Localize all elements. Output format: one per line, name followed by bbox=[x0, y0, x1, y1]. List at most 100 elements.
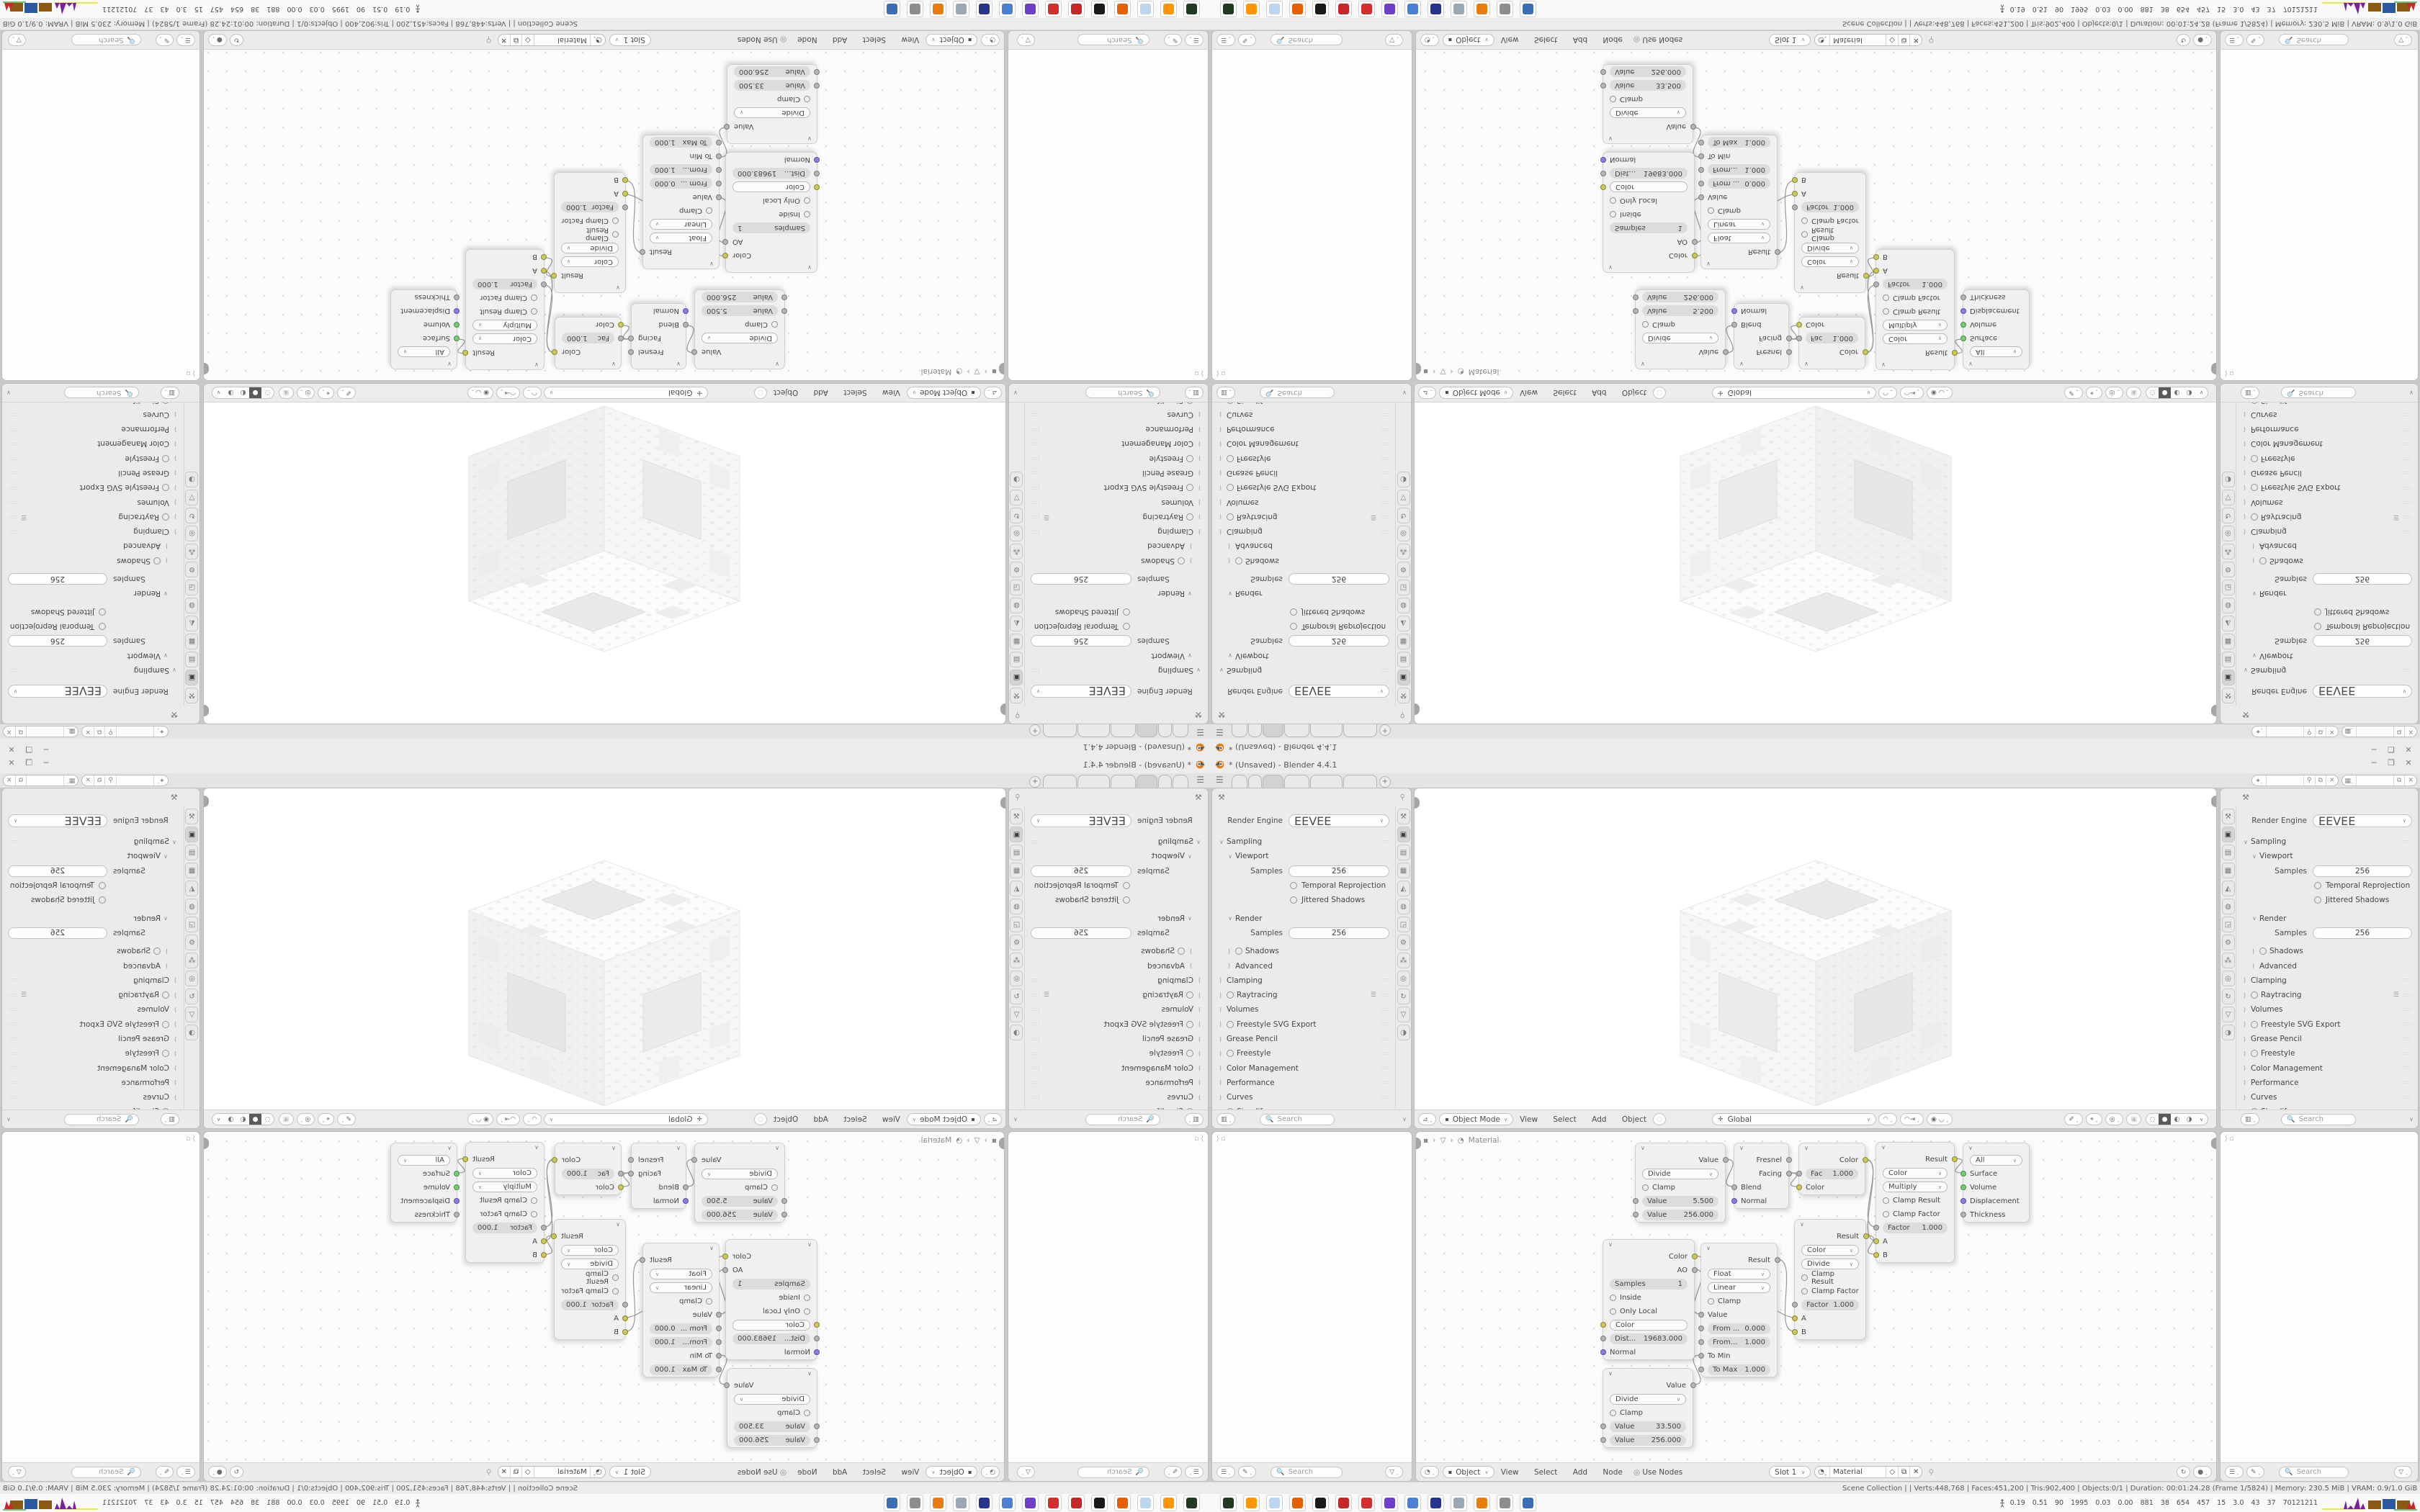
node-input-socket[interactable]: B bbox=[555, 1326, 629, 1339]
node-canvas[interactable]: ▪ › ▽ › ◔ Material ∨ Value Divide ∨ Clamp Value… bbox=[204, 50, 1004, 380]
chevron-right-icon[interactable]: ⟩ bbox=[1219, 402, 1227, 403]
node-input-socket[interactable]: Value bbox=[643, 190, 722, 204]
add-workspace-button[interactable]: + bbox=[1029, 724, 1041, 736]
node-dropdown[interactable]: Color ∨ bbox=[555, 255, 625, 269]
copy-icon[interactable]: ⧉ bbox=[14, 726, 26, 737]
node-checkbox[interactable]: Clamp Result bbox=[1795, 227, 1865, 243]
display-mode-dropdown[interactable]: ☰ ˯ bbox=[176, 1466, 195, 1478]
panel-grip[interactable]: ∷∷ bbox=[1031, 411, 1040, 418]
node-value-field[interactable]: Dist... 19683.000 bbox=[1600, 1332, 1694, 1346]
properties-row[interactable]: Temporal Reprojection bbox=[2244, 619, 2412, 634]
node-input-socket[interactable]: Color bbox=[555, 1181, 624, 1194]
shader-type-dropdown[interactable]: ▪ Object ∨ bbox=[1442, 1466, 1494, 1478]
properties-row[interactable]: ⟩ Raytracing ☰ ∷∷ bbox=[2244, 510, 2412, 524]
properties-row[interactable]: ⟩ Performance ∷∷ bbox=[1031, 1076, 1201, 1090]
preset-menu-icon[interactable]: ☰ bbox=[1044, 991, 1050, 999]
panel-grip[interactable]: ∷∷ bbox=[8, 991, 17, 999]
node-math-divide-2[interactable]: ∨ Value Divide ∨ Clamp Value 33.500 Value 256.00… bbox=[724, 1368, 820, 1448]
menger-sponge-render[interactable] bbox=[460, 405, 748, 653]
preset-menu-icon[interactable]: ☰ bbox=[1044, 513, 1050, 521]
properties-row[interactable]: ∨ Viewport bbox=[8, 849, 176, 863]
node-collapse-icon[interactable]: ∨ bbox=[807, 1241, 812, 1248]
node-dropdown[interactable]: Multiply ∨ bbox=[466, 318, 544, 332]
properties-tab-output-icon[interactable]: ▤ bbox=[2221, 652, 2235, 667]
node-value-field[interactable]: Value 33.500 bbox=[1600, 1420, 1693, 1434]
node-input-socket[interactable]: Surface bbox=[1960, 1167, 2029, 1181]
toolbar-toggle[interactable] bbox=[1415, 797, 1420, 809]
node-output-socket[interactable]: AO bbox=[1603, 235, 1698, 248]
xray-toggle-icon[interactable]: ▣ bbox=[279, 387, 294, 399]
chevron-right-icon[interactable]: ⟩ bbox=[1193, 402, 1201, 403]
properties-row[interactable]: Jittered Shadows bbox=[1031, 605, 1201, 619]
node-dropdown[interactable]: Divide ∨ bbox=[727, 106, 817, 120]
properties-row[interactable]: ⟩ Advanced bbox=[8, 958, 176, 973]
node-input-socket[interactable]: Thickness bbox=[1960, 290, 2029, 304]
shading-wireframe-icon[interactable]: ◌ bbox=[2149, 1115, 2156, 1123]
node-dropdown[interactable]: All ∨ bbox=[391, 345, 457, 359]
node-dropdown[interactable]: Multiply ∨ bbox=[1876, 1180, 1954, 1194]
number-field[interactable]: 256 bbox=[1289, 635, 1389, 647]
node-value-field[interactable]: Value 256.000 bbox=[695, 1208, 788, 1222]
properties-tab-material-icon[interactable]: ◑ bbox=[185, 472, 199, 487]
node-dropdown[interactable]: Divide ∨ bbox=[1603, 1392, 1693, 1406]
gizmos-toggle-icon[interactable]: ⌖ ˯ bbox=[2085, 1113, 2102, 1125]
node-mix-color-multiply[interactable]: ∨ Result Color ∨ Multiply ∨ Clamp Result Clamp … bbox=[1873, 1142, 1958, 1263]
mode-dropdown[interactable]: ▪ Object Mode ∨ bbox=[1439, 387, 1514, 399]
editor-type-button[interactable]: ⊿ ˯ bbox=[1418, 387, 1437, 399]
copy-icon[interactable]: ⧉ bbox=[2394, 775, 2406, 786]
display-mode-dropdown[interactable]: ☰ ˯ bbox=[1185, 34, 1204, 46]
copy-icon[interactable]: ⧉ bbox=[1898, 35, 1911, 45]
enable-toggle[interactable] bbox=[162, 1020, 169, 1028]
taskbar-icon-inkscape[interactable] bbox=[1091, 1, 1108, 17]
workspace-tab[interactable] bbox=[1111, 724, 1136, 737]
properties-tab-output-icon[interactable]: ▤ bbox=[185, 652, 199, 667]
filter-collapsed-icon[interactable]: ⟩ ▫ bbox=[1216, 1135, 1226, 1143]
node-checkbox[interactable]: Clamp Factor bbox=[466, 291, 544, 305]
properties-tab-object-icon[interactable]: ◲ bbox=[1397, 917, 1410, 932]
node-math-divide-2[interactable]: ∨ Value Divide ∨ Clamp Value 33.500 Value 256.00… bbox=[1600, 64, 1696, 144]
node-input-socket[interactable]: Normal bbox=[1731, 304, 1788, 318]
properties-row[interactable]: ∨ Viewport bbox=[8, 648, 176, 662]
node-output-socket[interactable]: Color bbox=[722, 248, 817, 262]
node-collapse-icon[interactable]: ∨ bbox=[1706, 1245, 1711, 1251]
checkbox[interactable] bbox=[1123, 882, 1130, 890]
node-output-socket[interactable]: Value bbox=[724, 1379, 817, 1392]
chevron-down-icon[interactable]: ∨ bbox=[2409, 1116, 2414, 1122]
node-output-socket[interactable]: Result bbox=[1876, 346, 1958, 359]
node-checkbox[interactable]: Clamp Factor bbox=[1876, 291, 1954, 305]
enable-toggle[interactable] bbox=[162, 1050, 169, 1058]
properties-row[interactable]: ⟩ Volumes ∷∷ bbox=[8, 1002, 176, 1017]
node-output-socket[interactable]: Value bbox=[1636, 345, 1729, 359]
properties-tab-modifiers-icon[interactable]: ⚙ bbox=[185, 562, 199, 577]
filter-icon[interactable]: ▽ ˯ bbox=[1017, 34, 1035, 46]
properties-row[interactable]: ⟩ Advanced bbox=[1031, 958, 1201, 973]
node-collapse-icon[interactable]: ∨ bbox=[1608, 1241, 1613, 1248]
node-output-socket[interactable]: Result bbox=[640, 245, 719, 258]
menu-icon[interactable]: ☰ bbox=[1196, 727, 1204, 737]
panel-grip[interactable]: ∷∷ bbox=[8, 455, 17, 462]
node-value-field[interactable]: Value 5.500 bbox=[695, 304, 788, 318]
properties-row[interactable]: Jittered Shadows bbox=[8, 605, 176, 619]
node-output-socket[interactable]: Color bbox=[1603, 1250, 1698, 1264]
panel-grip[interactable]: ∷∷ bbox=[1380, 1065, 1389, 1072]
properties-row[interactable]: ⟩ Grease Pencil ∷∷ bbox=[2244, 1032, 2412, 1046]
taskbar-icon-blender[interactable] bbox=[1474, 1495, 1490, 1511]
panel-grip[interactable]: ∷∷ bbox=[2403, 455, 2412, 462]
node-collapse-icon[interactable]: ∨ bbox=[1608, 135, 1613, 142]
preset-menu-icon[interactable]: ☰ bbox=[2393, 513, 2399, 521]
node-value-field[interactable]: To Max 1.000 bbox=[1698, 135, 1777, 149]
pin-icon[interactable]: ⚲ bbox=[1928, 35, 1935, 45]
properties-row[interactable]: ⟩ Raytracing ☰ ∷∷ bbox=[8, 988, 176, 1002]
panel-grip[interactable]: ∷∷ bbox=[1031, 1021, 1040, 1028]
pin-icon[interactable]: ⚲ bbox=[104, 775, 117, 786]
preset-menu-icon[interactable]: ☰ bbox=[21, 991, 27, 999]
node-dropdown[interactable]: Float ∨ bbox=[1701, 231, 1777, 245]
mode-dropdown[interactable]: ▪ Object Mode ∨ bbox=[906, 387, 981, 399]
chevron-down-icon[interactable]: ∨ bbox=[1228, 590, 1232, 597]
node-output-socket[interactable]: Facing bbox=[628, 1167, 686, 1181]
chevron-down-icon[interactable]: ∨ bbox=[2252, 915, 2257, 922]
material-id-block[interactable]: ◔˯ Material ◇ ⧉ ✕ bbox=[1814, 1466, 1923, 1478]
pin-icon[interactable]: ⚲ bbox=[2304, 775, 2316, 786]
node-collapse-icon[interactable]: ∨ bbox=[447, 1145, 452, 1151]
node-output-socket[interactable]: Color bbox=[1603, 248, 1698, 262]
